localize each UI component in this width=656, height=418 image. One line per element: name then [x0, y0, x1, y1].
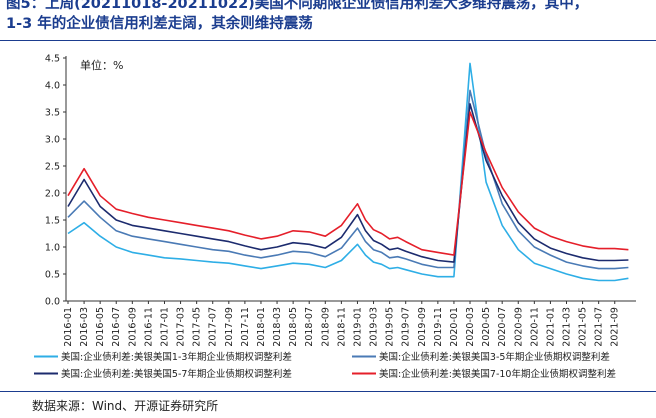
x-tick-label: 2019-05	[385, 307, 396, 347]
x-tick-label: 2017-05	[192, 307, 203, 347]
x-tick-label: 2018-05	[288, 307, 299, 347]
legend-label: 美国:企业债利差:美银美国7-10年期企业债期权调整利差	[379, 368, 616, 380]
legend-label: 美国:企业债利差:美银美国1-3年期企业债期权调整利差	[61, 351, 292, 363]
x-tick-label: 2020-11	[529, 307, 540, 347]
x-tick-label: 2016-11	[143, 307, 154, 347]
x-tick-label: 2021-07	[594, 307, 605, 347]
x-tick-label: 2020-09	[513, 307, 524, 347]
y-tick-label: 0.0	[45, 297, 60, 308]
x-tick-label: 2016-03	[79, 307, 90, 347]
legend-label: 美国:企业债利差:美银美国3-5年期企业债期权调整利差	[379, 351, 610, 363]
y-tick-label: 0.5	[45, 270, 60, 281]
x-tick-label: 2017-11	[240, 307, 251, 347]
x-tick-label: 2016-07	[111, 307, 122, 347]
unit-label: 单位：%	[80, 58, 123, 72]
x-tick-label: 2019-03	[369, 307, 380, 347]
series-line-1	[67, 62, 629, 282]
x-tick-label: 2021-09	[610, 307, 621, 347]
legend-label: 美国:企业债利差:美银美国5-7年期企业债期权调整利差	[61, 368, 292, 380]
legend: 美国:企业债利差:美银美国1-3年期企业债期权调整利差 美国:企业债利差:美银美国…	[34, 351, 616, 380]
title-divider	[0, 40, 656, 41]
source-divider	[0, 391, 656, 392]
figure-title-line2: 1-3 年的企业债信用利差走阔，其余则维持震荡	[6, 16, 313, 32]
x-tick-label: 2020-03	[465, 307, 476, 347]
y-tick-label: 3.5	[45, 108, 60, 119]
y-tick-label: 2.5	[45, 162, 60, 173]
x-tick-label: 2017-07	[208, 307, 219, 347]
plot-area	[65, 56, 636, 302]
x-tick-label: 2018-03	[272, 307, 283, 347]
series-layer	[67, 62, 629, 282]
x-tick-label: 2019-11	[433, 307, 444, 347]
x-tick-label: 2016-05	[95, 307, 106, 347]
x-tick-label: 2021-05	[578, 307, 589, 347]
x-tick-label: 2017-01	[159, 307, 170, 347]
x-tick-label: 2016-09	[127, 307, 138, 347]
x-tick-label: 2020-05	[481, 307, 492, 347]
x-tick-label: 2018-07	[304, 307, 315, 347]
x-tick-label: 2021-03	[562, 307, 573, 347]
x-tick-label: 2016-01	[63, 307, 74, 347]
x-axis: 2016-01 2016-03 2016-05 2016-07 2016-09 2016-…	[63, 301, 621, 347]
y-tick-label: 2.0	[45, 189, 60, 200]
y-tick-label: 4.0	[45, 81, 60, 92]
x-tick-label: 2018-11	[336, 307, 347, 347]
x-tick-label: 2017-03	[176, 307, 187, 347]
series-line-3	[67, 103, 629, 263]
y-tick-label: 1.0	[45, 243, 60, 254]
y-tick-label: 1.5	[45, 216, 60, 227]
x-tick-label: 2019-01	[352, 307, 363, 347]
y-axis: 0.0 0.5 1.0 1.5 2.0 2.5 3.0 3.5 4.0 4.5	[45, 54, 66, 308]
x-tick-label: 2017-09	[224, 307, 235, 347]
source-note: 数据来源：Wind、开源证券研究所	[32, 399, 219, 413]
y-tick-label: 3.0	[45, 135, 60, 146]
y-tick-label: 4.5	[45, 54, 60, 65]
x-tick-label: 2018-01	[256, 307, 267, 347]
x-tick-label: 2019-07	[401, 307, 412, 347]
x-tick-label: 2018-09	[320, 307, 331, 347]
x-tick-label: 2019-09	[417, 307, 428, 347]
x-tick-label: 2021-01	[545, 307, 556, 347]
series-line-4	[67, 111, 629, 256]
series-line-2	[67, 89, 629, 270]
x-tick-label: 2020-01	[449, 307, 460, 347]
chart: 0.00.51.01.52.02.53.03.54.04.5 2016-01 20…	[34, 54, 636, 380]
figure-title-line1: 图5：上周(20211018-20211022)美国不同期限企业债信用利差大多维…	[6, 0, 589, 12]
x-tick-label: 2020-07	[497, 307, 508, 347]
